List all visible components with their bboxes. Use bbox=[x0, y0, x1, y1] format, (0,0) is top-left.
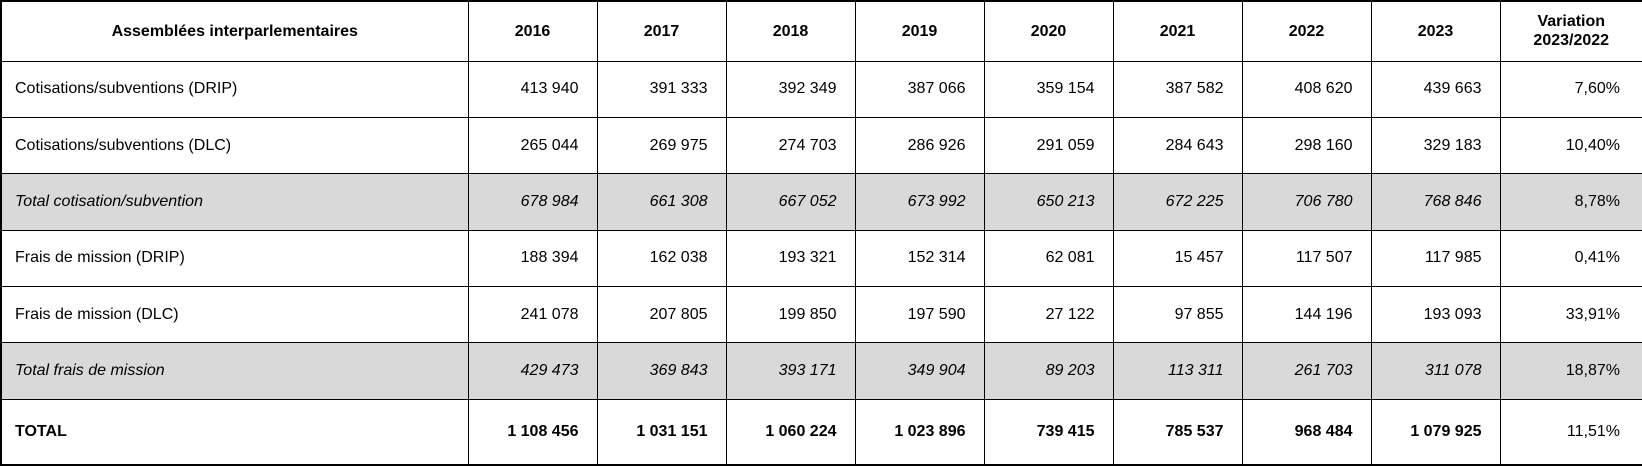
value-cell: 62 081 bbox=[983, 229, 1114, 288]
value-cell: 768 846 bbox=[1370, 173, 1501, 231]
column-header-label: Assemblées interparlementaires bbox=[0, 0, 469, 62]
value-cell: 739 415 bbox=[983, 398, 1114, 466]
table-row-total-cotisation: Total cotisation/subvention 678 984 661 … bbox=[0, 173, 1642, 231]
value-cell: 162 038 bbox=[596, 229, 727, 288]
value-cell: 672 225 bbox=[1112, 173, 1243, 231]
value-cell: 298 160 bbox=[1241, 116, 1372, 175]
value-cell: 392 349 bbox=[725, 60, 856, 118]
value-cell: 1 108 456 bbox=[467, 398, 598, 466]
value-cell: 968 484 bbox=[1241, 398, 1372, 466]
value-cell: 1 023 896 bbox=[854, 398, 985, 466]
variation-cell: 11,51% bbox=[1499, 398, 1642, 466]
value-cell: 785 537 bbox=[1112, 398, 1243, 466]
value-cell: 286 926 bbox=[854, 116, 985, 175]
value-cell: 144 196 bbox=[1241, 286, 1372, 344]
value-cell: 369 843 bbox=[596, 342, 727, 400]
column-header-2023: 2023 bbox=[1370, 0, 1501, 62]
value-cell: 429 473 bbox=[467, 342, 598, 400]
table-row-frais-drip: Frais de mission (DRIP) 188 394 162 038 … bbox=[0, 229, 1642, 288]
value-cell: 311 078 bbox=[1370, 342, 1501, 400]
value-cell: 1 060 224 bbox=[725, 398, 856, 466]
column-header-2018: 2018 bbox=[725, 0, 856, 62]
table-row-grand-total: TOTAL 1 108 456 1 031 151 1 060 224 1 02… bbox=[0, 398, 1642, 466]
variation-cell: 0,41% bbox=[1499, 229, 1642, 288]
variation-cell: 18,87% bbox=[1499, 342, 1642, 400]
value-cell: 391 333 bbox=[596, 60, 727, 118]
value-cell: 27 122 bbox=[983, 286, 1114, 344]
variation-cell: 33,91% bbox=[1499, 286, 1642, 344]
column-header-2017: 2017 bbox=[596, 0, 727, 62]
value-cell: 113 311 bbox=[1112, 342, 1243, 400]
column-header-variation: Variation 2023/2022 bbox=[1499, 0, 1642, 62]
value-cell: 661 308 bbox=[596, 173, 727, 231]
variation-cell: 8,78% bbox=[1499, 173, 1642, 231]
value-cell: 207 805 bbox=[596, 286, 727, 344]
column-header-2016: 2016 bbox=[467, 0, 598, 62]
value-cell: 284 643 bbox=[1112, 116, 1243, 175]
value-cell: 152 314 bbox=[854, 229, 985, 288]
value-cell: 349 904 bbox=[854, 342, 985, 400]
value-cell: 706 780 bbox=[1241, 173, 1372, 231]
value-cell: 1 079 925 bbox=[1370, 398, 1501, 466]
variation-cell: 10,40% bbox=[1499, 116, 1642, 175]
value-cell: 261 703 bbox=[1241, 342, 1372, 400]
value-cell: 359 154 bbox=[983, 60, 1114, 118]
value-cell: 188 394 bbox=[467, 229, 598, 288]
row-label: Frais de mission (DRIP) bbox=[0, 229, 469, 288]
value-cell: 265 044 bbox=[467, 116, 598, 175]
variation-header-line2: 2023/2022 bbox=[1533, 32, 1610, 50]
value-cell: 673 992 bbox=[854, 173, 985, 231]
value-cell: 393 171 bbox=[725, 342, 856, 400]
value-cell: 408 620 bbox=[1241, 60, 1372, 118]
row-label: TOTAL bbox=[0, 398, 469, 466]
value-cell: 439 663 bbox=[1370, 60, 1501, 118]
value-cell: 650 213 bbox=[983, 173, 1114, 231]
variation-cell: 7,60% bbox=[1499, 60, 1642, 118]
value-cell: 413 940 bbox=[467, 60, 598, 118]
header-row: Assemblées interparlementaires 2016 2017… bbox=[0, 0, 1642, 62]
value-cell: 667 052 bbox=[725, 173, 856, 231]
value-cell: 387 582 bbox=[1112, 60, 1243, 118]
value-cell: 387 066 bbox=[854, 60, 985, 118]
value-cell: 89 203 bbox=[983, 342, 1114, 400]
column-header-2021: 2021 bbox=[1112, 0, 1243, 62]
table-row-cotisations-drip: Cotisations/subventions (DRIP) 413 940 3… bbox=[0, 60, 1642, 118]
value-cell: 329 183 bbox=[1370, 116, 1501, 175]
row-label: Cotisations/subventions (DRIP) bbox=[0, 60, 469, 118]
table-row-frais-dlc: Frais de mission (DLC) 241 078 207 805 1… bbox=[0, 286, 1642, 344]
value-cell: 197 590 bbox=[854, 286, 985, 344]
column-header-2020: 2020 bbox=[983, 0, 1114, 62]
variation-header-line1: Variation bbox=[1537, 13, 1606, 31]
row-label: Cotisations/subventions (DLC) bbox=[0, 116, 469, 175]
value-cell: 678 984 bbox=[467, 173, 598, 231]
value-cell: 291 059 bbox=[983, 116, 1114, 175]
column-header-2019: 2019 bbox=[854, 0, 985, 62]
column-header-2022: 2022 bbox=[1241, 0, 1372, 62]
value-cell: 15 457 bbox=[1112, 229, 1243, 288]
table-row-total-frais: Total frais de mission 429 473 369 843 3… bbox=[0, 342, 1642, 400]
value-cell: 241 078 bbox=[467, 286, 598, 344]
value-cell: 274 703 bbox=[725, 116, 856, 175]
value-cell: 117 507 bbox=[1241, 229, 1372, 288]
value-cell: 117 985 bbox=[1370, 229, 1501, 288]
row-label: Total cotisation/subvention bbox=[0, 173, 469, 231]
value-cell: 199 850 bbox=[725, 286, 856, 344]
value-cell: 193 093 bbox=[1370, 286, 1501, 344]
row-label: Total frais de mission bbox=[0, 342, 469, 400]
value-cell: 269 975 bbox=[596, 116, 727, 175]
table-row-cotisations-dlc: Cotisations/subventions (DLC) 265 044 26… bbox=[0, 116, 1642, 175]
value-cell: 1 031 151 bbox=[596, 398, 727, 466]
value-cell: 97 855 bbox=[1112, 286, 1243, 344]
value-cell: 193 321 bbox=[725, 229, 856, 288]
row-label: Frais de mission (DLC) bbox=[0, 286, 469, 344]
